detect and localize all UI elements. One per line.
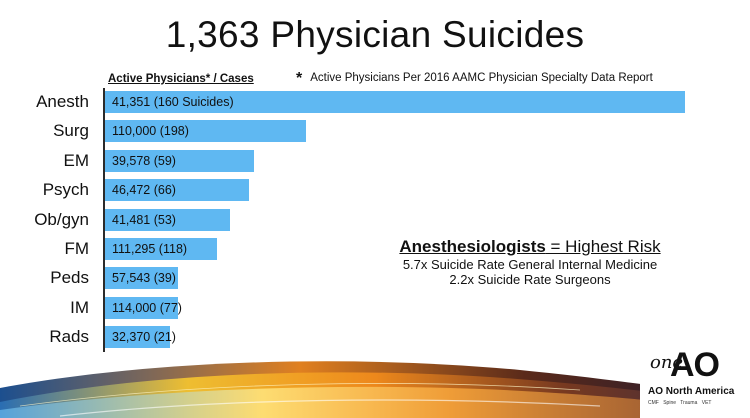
bar-data-label: 41,351 (160 Suicides) xyxy=(112,95,234,109)
bar-data-label: 46,472 (66) xyxy=(112,183,176,198)
category-label: Peds xyxy=(50,268,89,288)
footnote-text: Active Physicians Per 2016 AAMC Physicia… xyxy=(310,72,653,84)
logo-ao-text: AO xyxy=(670,346,720,384)
bar-row: Psych 46,472 (66) xyxy=(0,179,750,202)
bar-row: FM 111,295 (118) xyxy=(0,238,750,260)
bar-data-label: 57,543 (39) xyxy=(112,271,176,286)
risk-title-specialty: Anesthesiologists xyxy=(399,237,546,256)
bar-row: EM 39,578 (59) xyxy=(0,149,750,172)
bar-row: Anesth 41,351 (160 Suicides) xyxy=(0,91,750,113)
bar-data-label: 110,000 (198) xyxy=(112,124,189,139)
risk-line-surgeons: 2.2x Suicide Rate Surgeons xyxy=(449,272,611,287)
bar xyxy=(105,238,217,260)
risk-callout: Anesthesiologists = Highest Risk 5.7x Su… xyxy=(365,237,695,287)
category-label: EM xyxy=(63,150,90,170)
bar-data-label: 111,295 (118) xyxy=(112,242,188,256)
risk-title-rest: = Highest Risk xyxy=(545,237,661,256)
bar-data-label: 39,578 (59) xyxy=(112,153,176,168)
logo-one-text: one xyxy=(650,352,684,373)
category-label: Psych xyxy=(42,180,89,200)
logo-subtitle: CMF Spine Trauma VET xyxy=(648,400,712,406)
bar xyxy=(105,179,249,202)
bar xyxy=(105,91,685,113)
ao-north-america-logo: one AO AO North America CMF Spine Trauma… xyxy=(640,346,750,418)
category-axis-line xyxy=(103,88,105,352)
bar-data-label: 32,370 (21) xyxy=(112,330,176,345)
bar-data-label: 41,481 (53) xyxy=(112,212,176,227)
bar-row: Surg 110,000 (198) xyxy=(0,120,750,143)
risk-title: Anesthesiologists = Highest Risk xyxy=(365,237,695,257)
decorative-swoosh xyxy=(0,361,750,418)
category-label: IM xyxy=(70,297,89,317)
category-label: FM xyxy=(64,239,89,258)
bar xyxy=(105,120,306,143)
footnote-asterisk: * xyxy=(296,70,303,87)
bar-row: IM 114,000 (77) xyxy=(0,296,750,319)
bar xyxy=(105,149,254,172)
bar-row: Ob/gyn 41,481 (53) xyxy=(0,208,750,231)
category-label: Surg xyxy=(53,121,89,141)
category-label: Anesth xyxy=(36,92,89,111)
bar-chart: Anesth 41,351 (160 Suicides) Surg 110,000 (… xyxy=(0,88,750,352)
column-header-label: Active Physicians* / Cases xyxy=(108,73,254,85)
category-label: Ob/gyn xyxy=(34,209,89,229)
bar xyxy=(105,208,230,231)
bar-data-label: 114,000 (77) xyxy=(112,300,182,315)
risk-line-internal-medicine: 5.7x Suicide Rate General Internal Medic… xyxy=(402,257,658,272)
category-label: Rads xyxy=(49,327,89,347)
bar xyxy=(105,296,178,319)
bar xyxy=(105,326,170,349)
chart-title: 1,363 Physician Suicides xyxy=(165,14,585,55)
logo-name: AO North America xyxy=(648,386,735,397)
bar-row: Peds 57,543 (39) xyxy=(0,267,750,290)
footnote: * Active Physicians Per 2016 AAMC Physici… xyxy=(296,70,653,88)
bar-row: Rads 32,370 (21) xyxy=(0,326,750,349)
bar xyxy=(105,267,178,290)
